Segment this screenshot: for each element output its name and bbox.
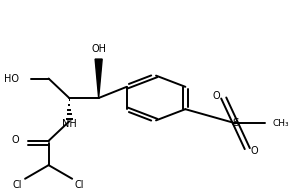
Text: CH₃: CH₃ xyxy=(272,119,289,128)
Text: OH: OH xyxy=(91,44,106,54)
Text: Cl: Cl xyxy=(13,180,22,190)
Text: Cl: Cl xyxy=(75,180,84,190)
Text: O: O xyxy=(212,91,220,101)
Text: O: O xyxy=(12,135,19,145)
Text: HO: HO xyxy=(4,74,19,83)
Text: NH: NH xyxy=(62,119,77,129)
Polygon shape xyxy=(95,59,102,98)
Text: O: O xyxy=(251,146,258,156)
Text: S: S xyxy=(232,118,239,128)
